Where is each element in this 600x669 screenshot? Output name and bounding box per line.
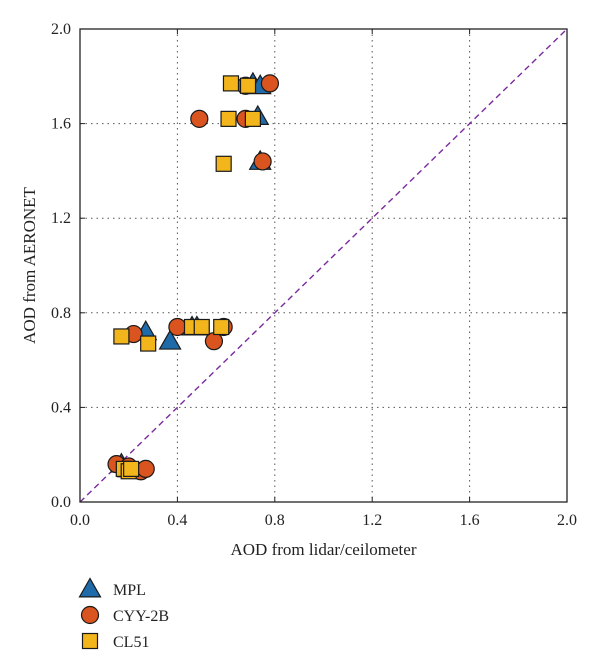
y-axis-ticks: 0.0 0.4 0.8 1.2 1.6 2.0 <box>51 21 567 511</box>
data-point-circle <box>190 109 209 128</box>
legend-item: CL51 <box>81 632 149 651</box>
series-cyy-2b <box>107 74 280 481</box>
legend-label: CYY-2B <box>113 608 169 625</box>
legend-item: MPL <box>78 577 146 599</box>
y-tick-label: 0.8 <box>51 305 71 322</box>
legend-item: CYY-2B <box>80 605 169 625</box>
data-point-circle <box>136 459 155 478</box>
series-mpl <box>109 71 272 478</box>
data-point-square <box>239 77 257 94</box>
data-point-square <box>140 335 157 352</box>
data-point-square <box>113 328 130 345</box>
x-tick-label: 0.4 <box>167 512 187 529</box>
data-point-square <box>220 110 237 127</box>
x-tick-label: 1.6 <box>460 512 480 529</box>
x-tick-label: 0.8 <box>265 512 285 529</box>
x-axis-ticks: 0.0 0.4 0.8 1.2 1.6 2.0 <box>70 29 577 529</box>
y-tick-label: 0.0 <box>51 494 71 511</box>
data-point-circle <box>253 152 272 171</box>
legend-label: CL51 <box>113 634 149 651</box>
data-point-circle <box>168 317 187 337</box>
legend-marker-triangle <box>78 577 102 598</box>
y-axis-label: AOD from AERONET <box>20 187 39 344</box>
x-tick-label: 1.2 <box>362 512 382 529</box>
grid-lines <box>80 29 567 502</box>
y-tick-label: 0.4 <box>51 399 71 416</box>
data-point-square <box>215 155 232 172</box>
x-tick-label: 0.0 <box>70 512 90 529</box>
series-cl51 <box>113 75 261 480</box>
data-points <box>107 71 280 481</box>
legend-marker-circle <box>80 605 100 625</box>
legend-marker-square <box>81 632 99 650</box>
data-point-square <box>193 318 210 336</box>
plot-frame <box>79 28 568 503</box>
data-point-square <box>123 460 140 477</box>
x-tick-label: 2.0 <box>557 512 577 529</box>
x-axis-label: AOD from lidar/ceilometer <box>231 540 417 559</box>
legend-label: MPL <box>113 582 146 599</box>
y-tick-label: 2.0 <box>51 21 71 38</box>
data-point-square <box>222 75 240 92</box>
data-point-circle <box>260 74 280 93</box>
data-point-triangle <box>158 329 182 350</box>
y-tick-label: 1.6 <box>51 116 71 133</box>
data-point-square <box>244 110 261 127</box>
data-point-square <box>213 318 230 336</box>
legend: MPL CYY-2B CL51 <box>78 577 169 651</box>
y-tick-label: 1.2 <box>51 210 71 227</box>
one-to-one-line <box>79 28 568 503</box>
